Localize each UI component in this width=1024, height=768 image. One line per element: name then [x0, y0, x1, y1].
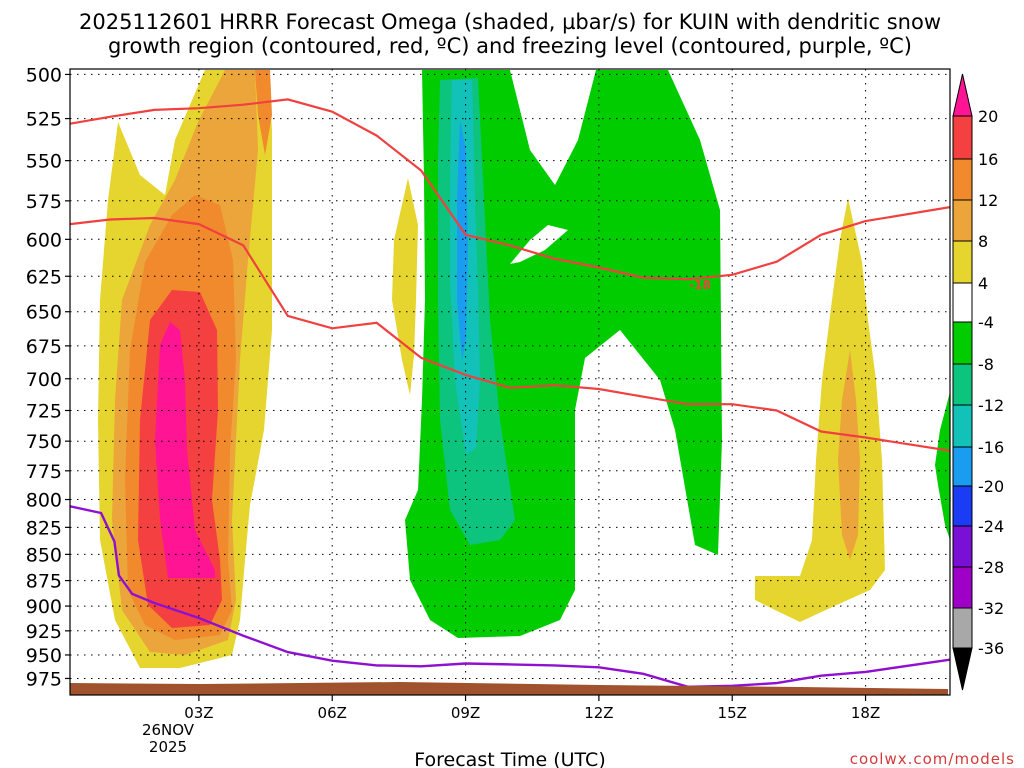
colorbar-band	[952, 404, 973, 448]
y-tick-label: 800	[26, 490, 62, 512]
shade-magenta-left	[155, 322, 215, 578]
y-tick-label: 925	[26, 621, 62, 643]
colorbar-band	[952, 282, 973, 323]
colorbar-label: -8	[978, 355, 994, 374]
colorbar-band	[952, 158, 973, 201]
watermark: coolwx.com/models	[850, 750, 1015, 768]
x-tick-label: 06Z	[318, 704, 347, 722]
colorbar-band	[952, 240, 973, 284]
colorbar-band	[952, 446, 973, 487]
y-axis: 500 525 550 575 600 625 650 675 700 725 750 775 800 8…	[26, 64, 70, 690]
y-tick-label: 600	[26, 229, 62, 251]
colorbar-band	[952, 566, 973, 609]
colorbar-bottom-arrow	[952, 647, 973, 691]
shade-light-orange-right	[838, 350, 860, 560]
y-tick-label: 875	[26, 571, 62, 593]
y-tick-label: 725	[26, 401, 62, 423]
colorbar-label: 4	[978, 274, 988, 293]
colorbar-band	[952, 525, 973, 568]
dgz-lower-contour	[70, 216, 950, 452]
y-tick-label: 525	[26, 109, 62, 131]
y-tick-label: 500	[26, 64, 62, 86]
chart-title-line-2: growth region (contoured, red, ºC) and f…	[108, 34, 912, 58]
y-tick-label: 650	[26, 302, 62, 324]
dgz-upper-contour	[70, 98, 950, 281]
colorbar-label: 16	[978, 150, 998, 169]
colorbar-label: -4	[978, 313, 994, 332]
x-date-line-1: 26NOV	[142, 721, 195, 739]
freezing-level-contour	[70, 505, 950, 689]
y-tick-label: 900	[26, 596, 62, 618]
shade-yellow-08z	[392, 178, 418, 395]
omega-shading	[98, 70, 950, 668]
colorbar-band	[952, 607, 973, 649]
y-tick-label: 825	[26, 517, 62, 539]
chart-title-line-1: 2025112601 HRRR Forecast Omega (shaded, …	[79, 10, 941, 34]
y-tick-label: 700	[26, 369, 62, 391]
colorbar-label: 8	[978, 232, 988, 251]
colorbar-label: -12	[978, 396, 1004, 415]
colorbar-label: -28	[978, 558, 1004, 577]
shade-white-notch	[510, 225, 568, 264]
colorbar-band	[952, 199, 973, 242]
colorbar-label: -24	[978, 517, 1004, 536]
plot-frame	[69, 68, 951, 696]
y-tick-label: 950	[26, 645, 62, 667]
y-tick-label: 675	[26, 336, 62, 358]
x-tick-label: 12Z	[584, 704, 613, 722]
x-axis: 03Z 06Z 09Z 12Z 15Z 18Z	[184, 695, 880, 722]
x-axis-label: Forecast Time (UTC)	[414, 749, 605, 768]
x-tick-label: 03Z	[184, 704, 213, 722]
y-tick-label: 775	[26, 461, 62, 483]
shade-green-right-edge	[935, 392, 950, 540]
colorbar-band	[952, 321, 973, 365]
x-tick-label: 18Z	[851, 704, 880, 722]
colorbar-label: -32	[978, 599, 1004, 618]
contour-label: -18	[689, 278, 711, 292]
colorbar-label: -16	[978, 438, 1004, 457]
y-tick-label: 975	[26, 668, 62, 690]
colorbar-label: 12	[978, 191, 998, 210]
y-tick-label: 550	[26, 151, 62, 173]
colorbar-band	[952, 485, 973, 527]
y-tick-label: 625	[26, 266, 62, 288]
y-tick-label: 750	[26, 431, 62, 453]
x-tick-label: 15Z	[718, 704, 747, 722]
colorbar-band	[952, 363, 973, 406]
colorbar-label: -36	[978, 639, 1004, 658]
colorbar: 20 16 12 8 4 -4 -8 -12 -16 -20 -24 -28 -32 -36	[952, 73, 1004, 691]
shade-orange-top	[255, 70, 272, 155]
colorbar-label: -20	[978, 477, 1004, 496]
colorbar-label: 20	[978, 107, 998, 126]
terrain-strip	[70, 682, 948, 695]
x-tick-label: 09Z	[451, 704, 480, 722]
y-tick-label: 575	[26, 191, 62, 213]
x-date-line-2: 2025	[149, 738, 187, 756]
colorbar-band	[952, 115, 973, 160]
y-tick-label: 850	[26, 544, 62, 566]
